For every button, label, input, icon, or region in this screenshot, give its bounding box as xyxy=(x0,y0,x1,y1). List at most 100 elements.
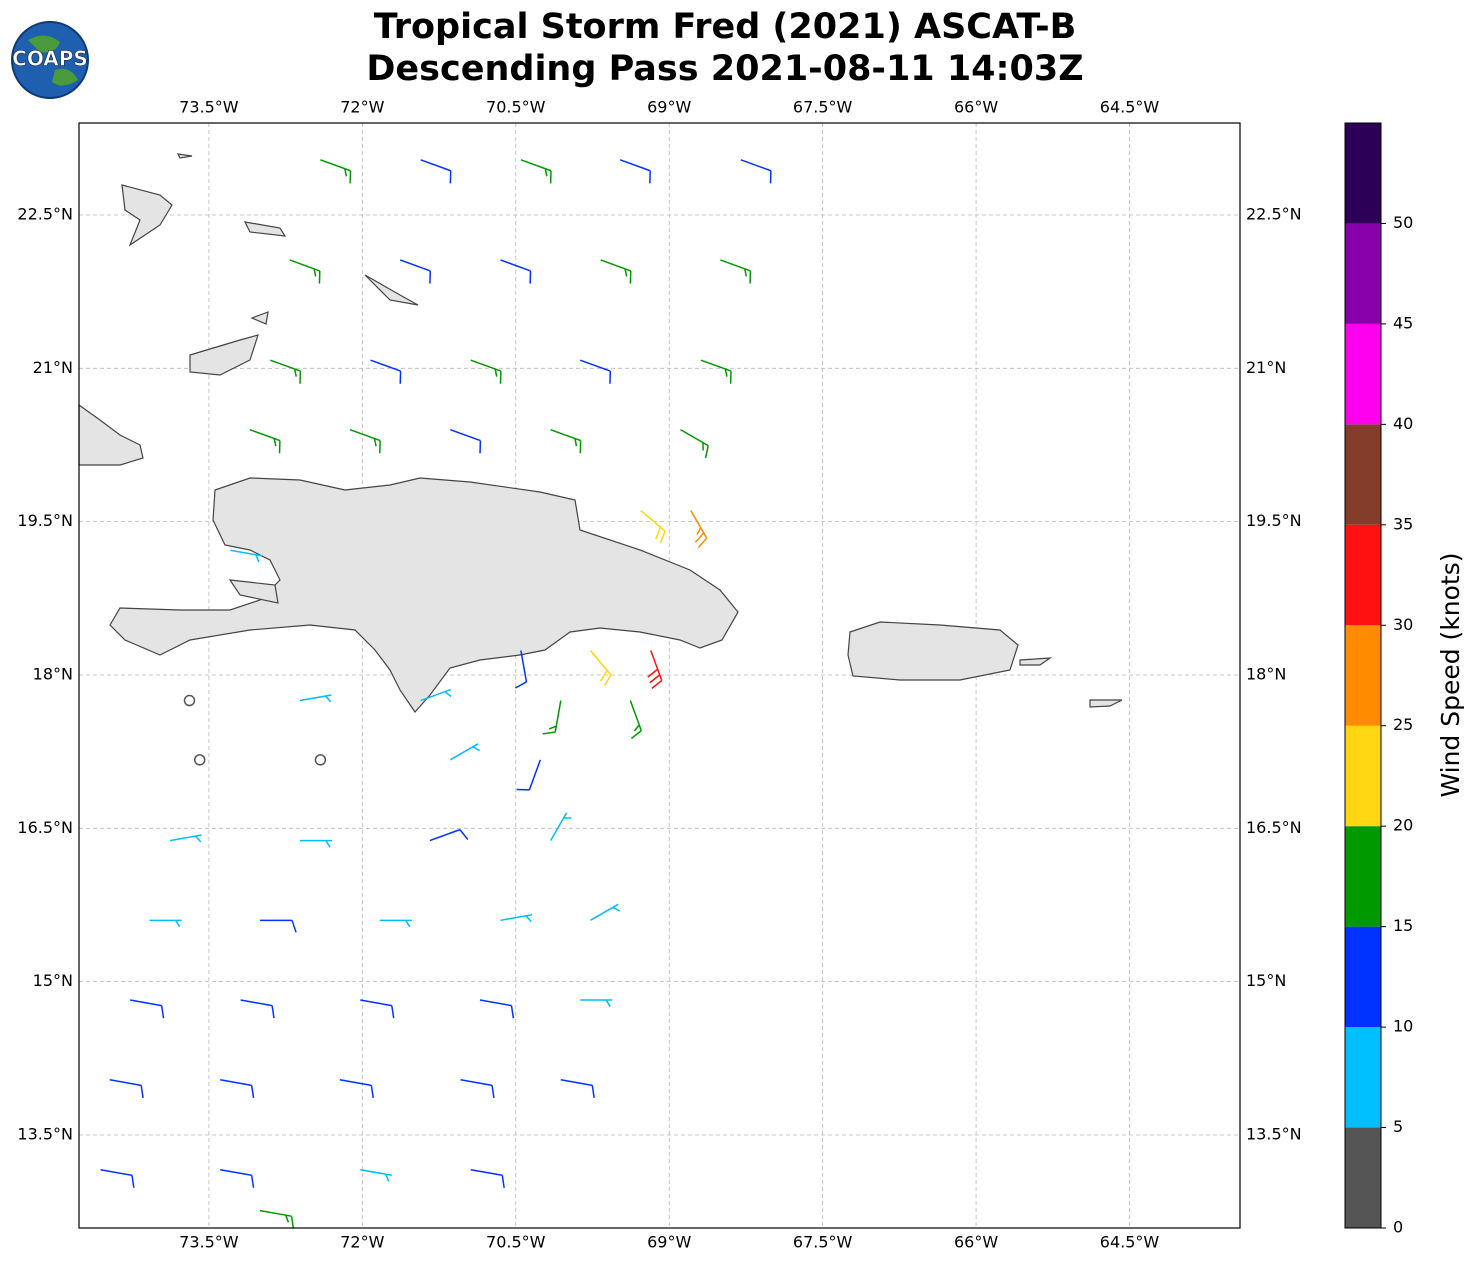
wind-barb xyxy=(299,839,332,848)
colorbar-tick-label: 30 xyxy=(1393,615,1413,634)
colorbar-tick-label: 20 xyxy=(1393,816,1413,835)
wind-barb xyxy=(690,510,708,549)
logo-land xyxy=(28,35,78,86)
barb-shaft xyxy=(399,259,431,272)
barb-feather xyxy=(574,438,578,447)
barb-shaft xyxy=(220,1079,252,1087)
colorbar-segment xyxy=(1345,926,1381,1028)
wind-barb xyxy=(130,999,165,1019)
x-tick-label: 73.5°W xyxy=(179,1233,239,1252)
gridlines xyxy=(79,123,1240,1228)
wind-barb xyxy=(360,999,395,1019)
wind-barb xyxy=(590,903,621,921)
wind-barb xyxy=(230,549,263,563)
wind-barb xyxy=(320,159,352,184)
colorbar-segment xyxy=(1345,1027,1381,1128)
barb-feather xyxy=(659,530,666,544)
barb-feather xyxy=(649,674,661,684)
colorbar-tick-label: 45 xyxy=(1393,313,1413,332)
colorbar: Wind Speed (knots) 0 5 10 15 20 25 30 35 40 45 50 xyxy=(1344,122,1465,1237)
wind-barb xyxy=(169,834,202,843)
colorbar-frame xyxy=(1344,122,1382,1229)
wind-barb xyxy=(550,428,582,454)
colorbar-segment xyxy=(1345,1127,1381,1228)
barb-feather xyxy=(405,919,411,928)
barb-shaft xyxy=(579,359,611,372)
wind-barb xyxy=(240,999,275,1019)
wind-barb xyxy=(520,159,552,184)
wind-barb xyxy=(470,359,502,384)
wind-barb xyxy=(370,359,402,384)
wind-barb xyxy=(149,919,182,928)
barb-feather xyxy=(370,1085,374,1098)
barb-feather xyxy=(131,1175,135,1188)
y-tick-label: 16.5°N xyxy=(1246,818,1302,837)
colorbar-segment xyxy=(1345,725,1381,827)
barb-shaft xyxy=(109,1079,142,1087)
calm-circle xyxy=(183,694,196,707)
wind-barb xyxy=(560,1079,595,1098)
barb-shaft xyxy=(450,428,481,442)
barb-shaft xyxy=(619,159,651,172)
wind-barb xyxy=(270,359,302,384)
wind-barb xyxy=(516,759,542,791)
barb-shaft xyxy=(520,650,528,683)
y-tick-label: 15°N xyxy=(1246,971,1286,990)
barb-feather xyxy=(542,731,556,735)
barb-feather xyxy=(603,674,612,687)
x-tick-label: 67.5°W xyxy=(793,1233,853,1252)
barb-feather xyxy=(491,1085,495,1098)
x-tick-label: 66°W xyxy=(954,1233,998,1252)
wind-barb xyxy=(680,429,709,459)
barb-shaft xyxy=(339,1079,372,1087)
barb-feather xyxy=(271,1005,275,1019)
y-tick-label: 19.5°N xyxy=(17,511,73,530)
barb-feather xyxy=(273,438,277,447)
y-tick-label: 13.5°N xyxy=(17,1124,73,1143)
wind-barb xyxy=(299,694,332,703)
barb-shaft xyxy=(560,1079,593,1087)
islands xyxy=(121,153,1123,708)
wind-barb xyxy=(420,159,452,184)
wind-barb xyxy=(460,1079,495,1098)
wind-barb xyxy=(514,650,528,689)
logo-text: COAPS xyxy=(12,47,88,71)
barb-shaft xyxy=(370,359,401,372)
wind-barb xyxy=(314,754,327,766)
barb-shaft xyxy=(528,759,542,791)
coastlines xyxy=(78,153,1123,713)
barb-feather xyxy=(696,527,702,535)
title-line: Tropical Storm Fred (2021) ASCAT-B xyxy=(374,7,1077,47)
barb-feather xyxy=(385,1173,390,1182)
colorbar-segment xyxy=(1345,323,1381,425)
y-tick-label: 18°N xyxy=(1246,664,1286,683)
wind-barb xyxy=(220,1079,255,1098)
wind-barb xyxy=(450,428,482,454)
barb-feather xyxy=(724,368,728,377)
colorbar-tick-label: 15 xyxy=(1393,916,1413,935)
colorbar-tick-label: 5 xyxy=(1393,1117,1403,1136)
barb-feather xyxy=(391,1005,395,1019)
barb-shaft xyxy=(429,828,461,842)
colorbar-segment xyxy=(1345,424,1381,525)
barb-feather xyxy=(472,746,480,752)
wind-barb xyxy=(260,919,297,933)
x-tick-label: 70.5°W xyxy=(486,1233,546,1252)
barb-shaft xyxy=(420,159,451,172)
barb-feather xyxy=(255,554,260,563)
wind-barb xyxy=(629,700,642,740)
puerto-rico xyxy=(847,621,1019,681)
x-tick-label: 64.5°W xyxy=(1100,1233,1160,1252)
wind-barb xyxy=(549,812,572,841)
barb-shaft xyxy=(460,1079,493,1087)
y-tick-label: 22.5°N xyxy=(1246,204,1302,223)
barb-feather xyxy=(494,368,498,377)
calm-circle xyxy=(193,754,206,766)
x-tick-label: 69°W xyxy=(647,98,691,117)
barb-shaft xyxy=(740,159,772,172)
wind-barb xyxy=(289,259,321,284)
wind-barb xyxy=(589,649,612,687)
colorbar-tick-label: 35 xyxy=(1393,514,1413,533)
barb-feather xyxy=(647,668,659,678)
